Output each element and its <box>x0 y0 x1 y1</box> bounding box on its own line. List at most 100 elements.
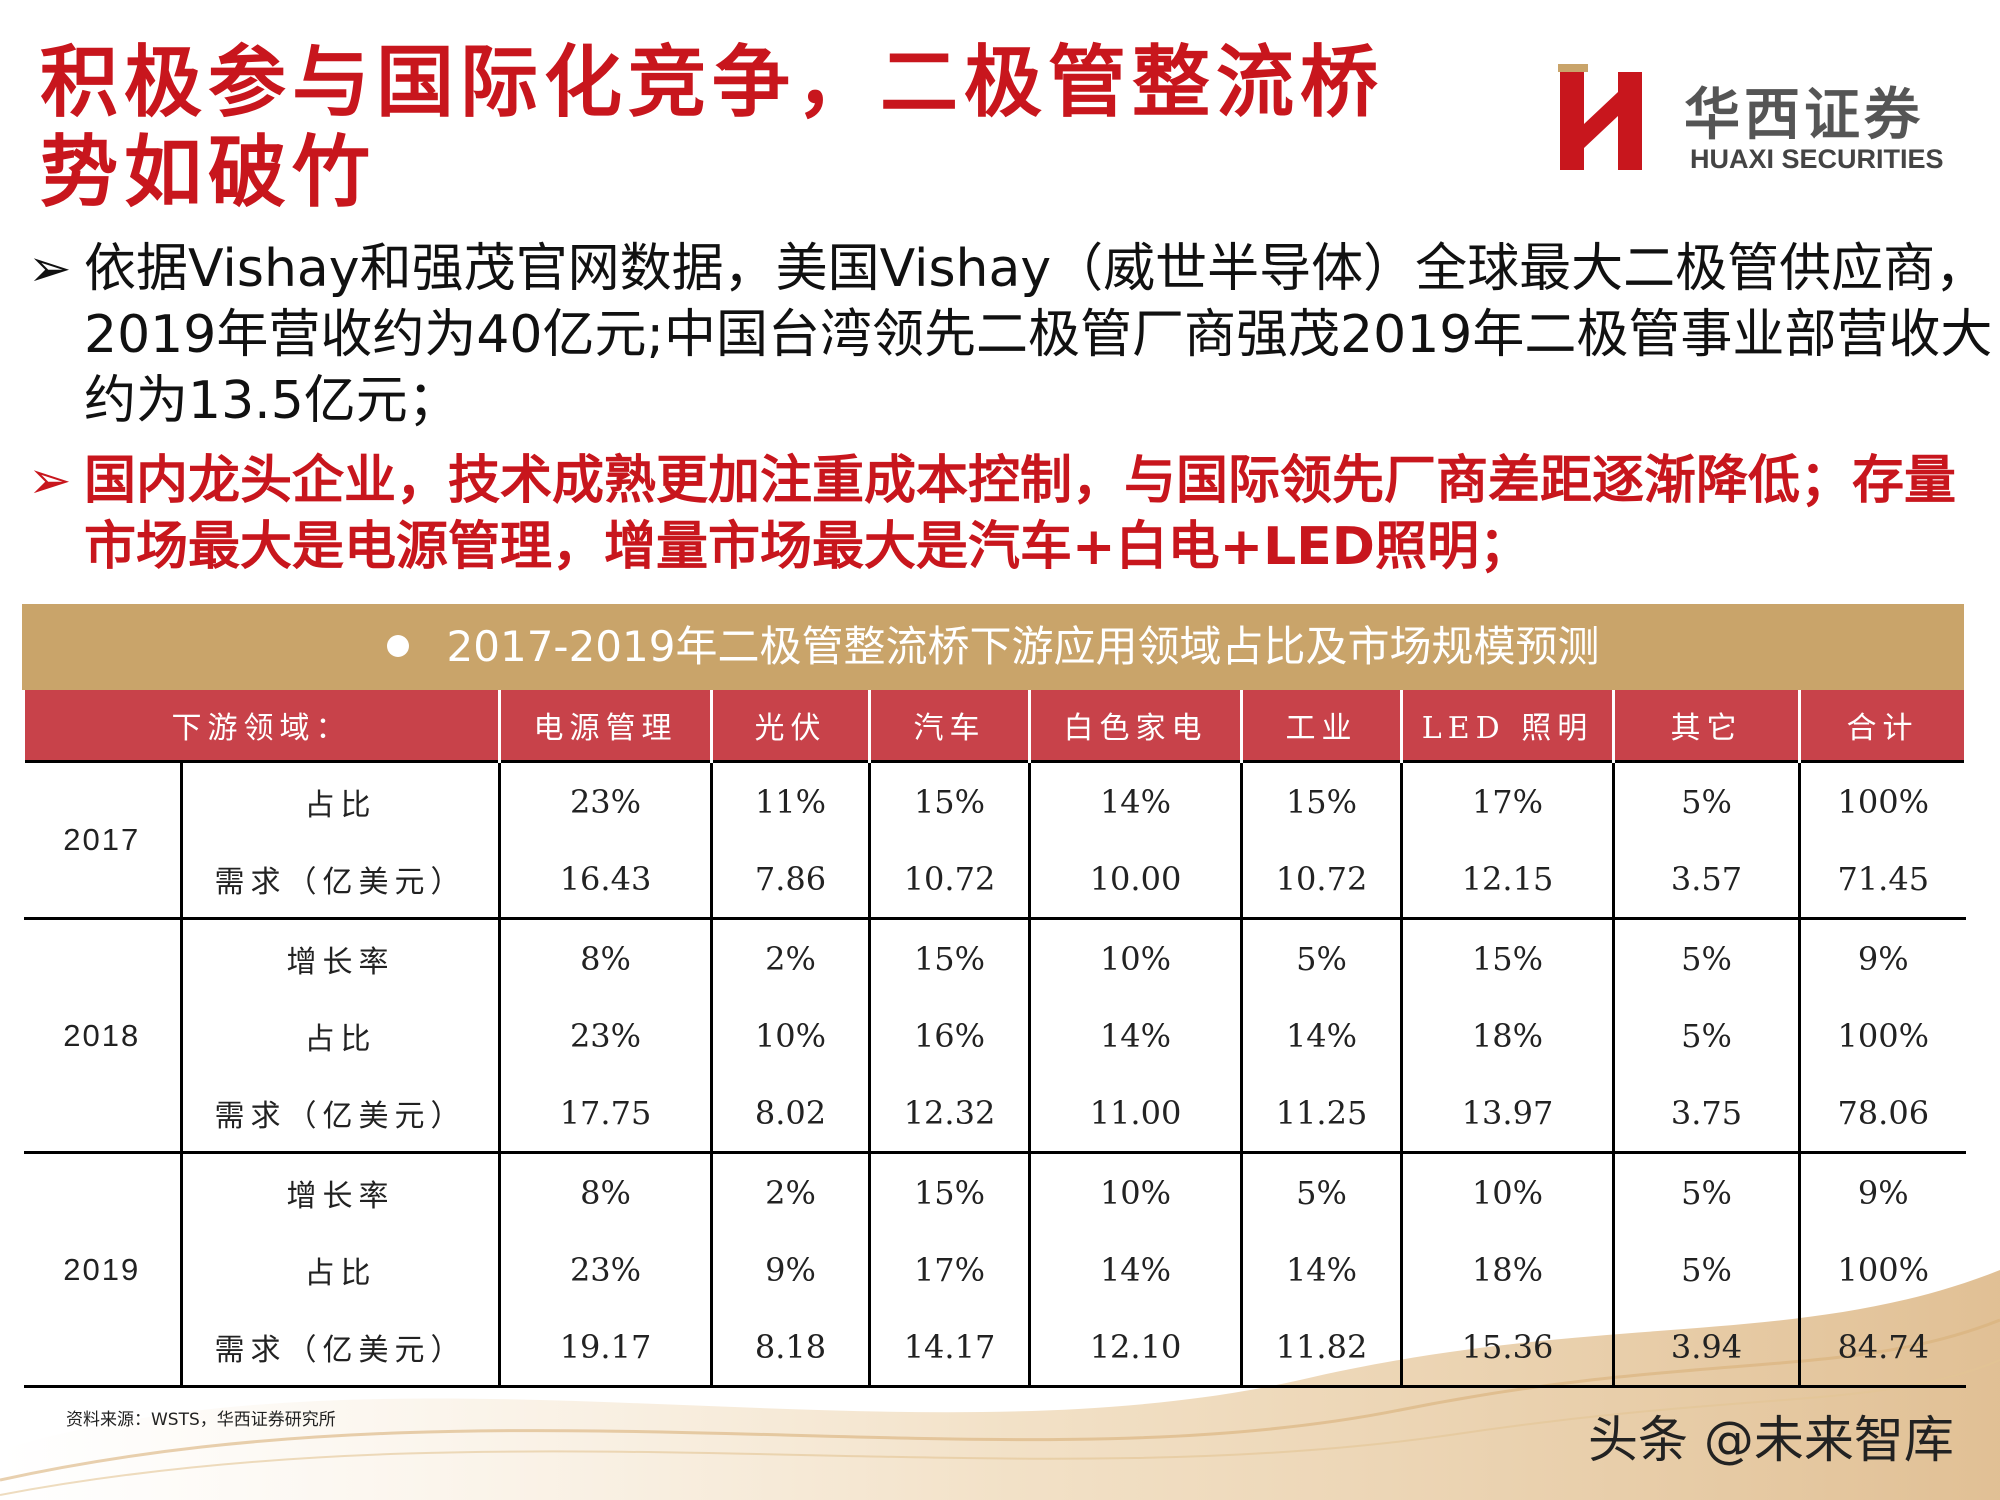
table-row: 2019 增长率 8% 2% 15% 10% 5% 10% 5% 9% <box>23 1151 1966 1388</box>
value-cell: 7.86 <box>711 840 871 919</box>
value-cell: 17% <box>869 1231 1031 1308</box>
value-cell: 8.18 <box>711 1308 871 1388</box>
header-cell: 其它 <box>1612 690 1801 762</box>
value-cell: 3.57 <box>1613 840 1801 919</box>
huaxi-logo-mark-icon <box>1558 64 1642 170</box>
header-cell: 工业 <box>1240 690 1403 762</box>
table-title: 2017-2019年二极管整流桥下游应用领域占比及市场规模预测 <box>446 622 1600 671</box>
value-cell: 10% <box>711 997 871 1074</box>
value-cell: 15% <box>1241 760 1403 840</box>
value-cell: 10% <box>1029 1151 1243 1231</box>
value-cell: 14% <box>1029 1231 1243 1308</box>
table-row: 2018 增长率 8% 2% 15% 10% 5% 15% 5% 9% <box>23 917 1966 1153</box>
header-cell: 合计 <box>1798 690 1967 762</box>
value-cell: 3.94 <box>1613 1308 1801 1388</box>
value-cell: 15% <box>869 760 1031 840</box>
value-cell: 18% <box>1401 1231 1615 1308</box>
value-cell: 8.02 <box>711 1074 871 1153</box>
watermark: 头条 @未来智库 <box>1588 1411 1954 1469</box>
value-cell: 11.25 <box>1241 1074 1403 1153</box>
value-cell: 9% <box>711 1231 871 1308</box>
value-cell: 15.36 <box>1401 1308 1615 1388</box>
logo-english-name: HUAXI SECURITIES <box>1690 144 1944 174</box>
value-cell: 5% <box>1613 997 1801 1074</box>
metric-cell: 占比 <box>181 997 501 1074</box>
value-cell: 5% <box>1613 917 1801 997</box>
value-cell: 78.06 <box>1837 1093 1930 1132</box>
value-cell: 23% <box>499 1231 713 1308</box>
value-cell: 5% <box>1613 760 1801 840</box>
value-cell: 5% <box>1613 1151 1801 1231</box>
year-cell: 2019 <box>23 1151 183 1388</box>
value-cell: 16% <box>869 997 1031 1074</box>
value-cell: 17% <box>1401 760 1615 840</box>
value-cell: 23% <box>499 997 713 1074</box>
logo-chinese-name: 华西证券 <box>1684 82 1924 148</box>
value-cell: 13.97 <box>1401 1074 1615 1153</box>
value-cell: 8% <box>499 917 713 997</box>
value-cell: 100% <box>1837 1250 1929 1289</box>
metric-cell: 占比 <box>181 1231 501 1308</box>
value-cell: 2% <box>711 1151 871 1231</box>
table-row: 需求（亿美元） 19.17 8.18 14.17 12.10 11.82 15.… <box>24 1308 1966 1388</box>
metric-cell: 需求（亿美元） <box>181 1308 501 1388</box>
header-cell: 汽车 <box>868 690 1031 762</box>
value-cell: 16.43 <box>499 840 713 919</box>
value-cell: 84.74 <box>1799 1308 1966 1388</box>
huaxi-logo: 华西证券 HUAXI SECURITIES <box>1558 64 1978 184</box>
table-row: 2017 占比 23% 11% 15% 14% 15% 17% 5% 100% <box>23 760 1966 919</box>
arrow-bullet-icon: ➢ <box>28 239 72 299</box>
value-cell: 15% <box>869 917 1031 997</box>
value-cell: 10.72 <box>869 840 1031 919</box>
header-cell: 电源管理 <box>498 690 713 762</box>
value-cell: 5% <box>1613 1231 1801 1308</box>
header-cell: 白色家电 <box>1028 690 1243 762</box>
value-cell: 10.00 <box>1029 840 1243 919</box>
value-cell: 14% <box>1029 760 1243 840</box>
value-cell: 3.75 <box>1613 1074 1801 1153</box>
metric-cell: 需求（亿美元） <box>181 840 501 919</box>
value-cell: 18% <box>1401 997 1615 1074</box>
table-row: 需求（亿美元） 17.75 8.02 12.32 11.00 11.25 13.… <box>24 1074 1966 1153</box>
metric-cell: 需求（亿美元） <box>181 1074 501 1153</box>
value-cell: 15% <box>1401 917 1615 997</box>
value-cell: 100% <box>1837 1016 1929 1055</box>
bullet-dot-icon <box>386 634 409 657</box>
bullet-text: 国内龙头企业，技术成熟更加注重成本控制，与国际领先厂商差距逐渐降低；存量市场最大… <box>84 451 1957 577</box>
header-cell: LED 照明 <box>1400 690 1615 762</box>
value-cell: 14.17 <box>869 1308 1031 1388</box>
value-cell: 10.72 <box>1241 840 1403 919</box>
header-cell: 下游领域： <box>22 690 501 762</box>
table-row: 需求（亿美元） 16.43 7.86 10.72 10.00 10.72 12.… <box>24 840 1966 919</box>
year-cell: 2018 <box>23 917 183 1153</box>
value-cell: 100% <box>1799 760 1966 840</box>
market-share-table: 下游领域： 电源管理 光伏 汽车 白色家电 工业 LED 照明 其它 合计 20… <box>22 690 1967 1388</box>
value-cell: 10% <box>1401 1151 1615 1231</box>
page-title: 积极参与国际化竞争，二极管整流桥势如破竹 <box>40 37 1385 218</box>
value-cell: 17.75 <box>499 1074 713 1153</box>
value-cell: 71.45 <box>1837 859 1930 898</box>
value-cell: 10% <box>1029 917 1243 997</box>
year-cell: 2017 <box>23 760 183 919</box>
table-row: 占比 23% 9% 17% 14% 14% 18% 5% 100% <box>24 1231 1966 1308</box>
header-cell: 光伏 <box>710 690 871 762</box>
table-title-bar: 2017-2019年二极管整流桥下游应用领域占比及市场规模预测 <box>22 604 1964 690</box>
table-row: 占比 23% 10% 16% 14% 14% 18% 5% 100% <box>24 997 1966 1074</box>
bullet-text: 依据Vishay和强茂官网数据，美国Vishay（威世半导体）全球最大二极管供应… <box>84 239 1993 431</box>
value-cell: 14% <box>1241 1231 1403 1308</box>
source-note: 资料来源：WSTS，华西证券研究所 <box>66 1410 336 1430</box>
value-cell: 15% <box>869 1151 1031 1231</box>
value-cell: 14% <box>1029 997 1243 1074</box>
value-cell: 11.00 <box>1029 1074 1243 1153</box>
value-cell: 2% <box>711 917 871 997</box>
value-cell: 12.15 <box>1401 840 1615 919</box>
value-cell: 11% <box>711 760 871 840</box>
value-cell: 12.32 <box>869 1074 1031 1153</box>
value-cell: 9% <box>1799 917 1966 997</box>
value-cell: 14% <box>1241 997 1403 1074</box>
value-cell: 11.82 <box>1241 1308 1403 1388</box>
value-cell: 5% <box>1241 1151 1403 1231</box>
metric-cell: 增长率 <box>181 1151 501 1231</box>
value-cell: 12.10 <box>1029 1308 1243 1388</box>
value-cell: 9% <box>1799 1151 1966 1231</box>
